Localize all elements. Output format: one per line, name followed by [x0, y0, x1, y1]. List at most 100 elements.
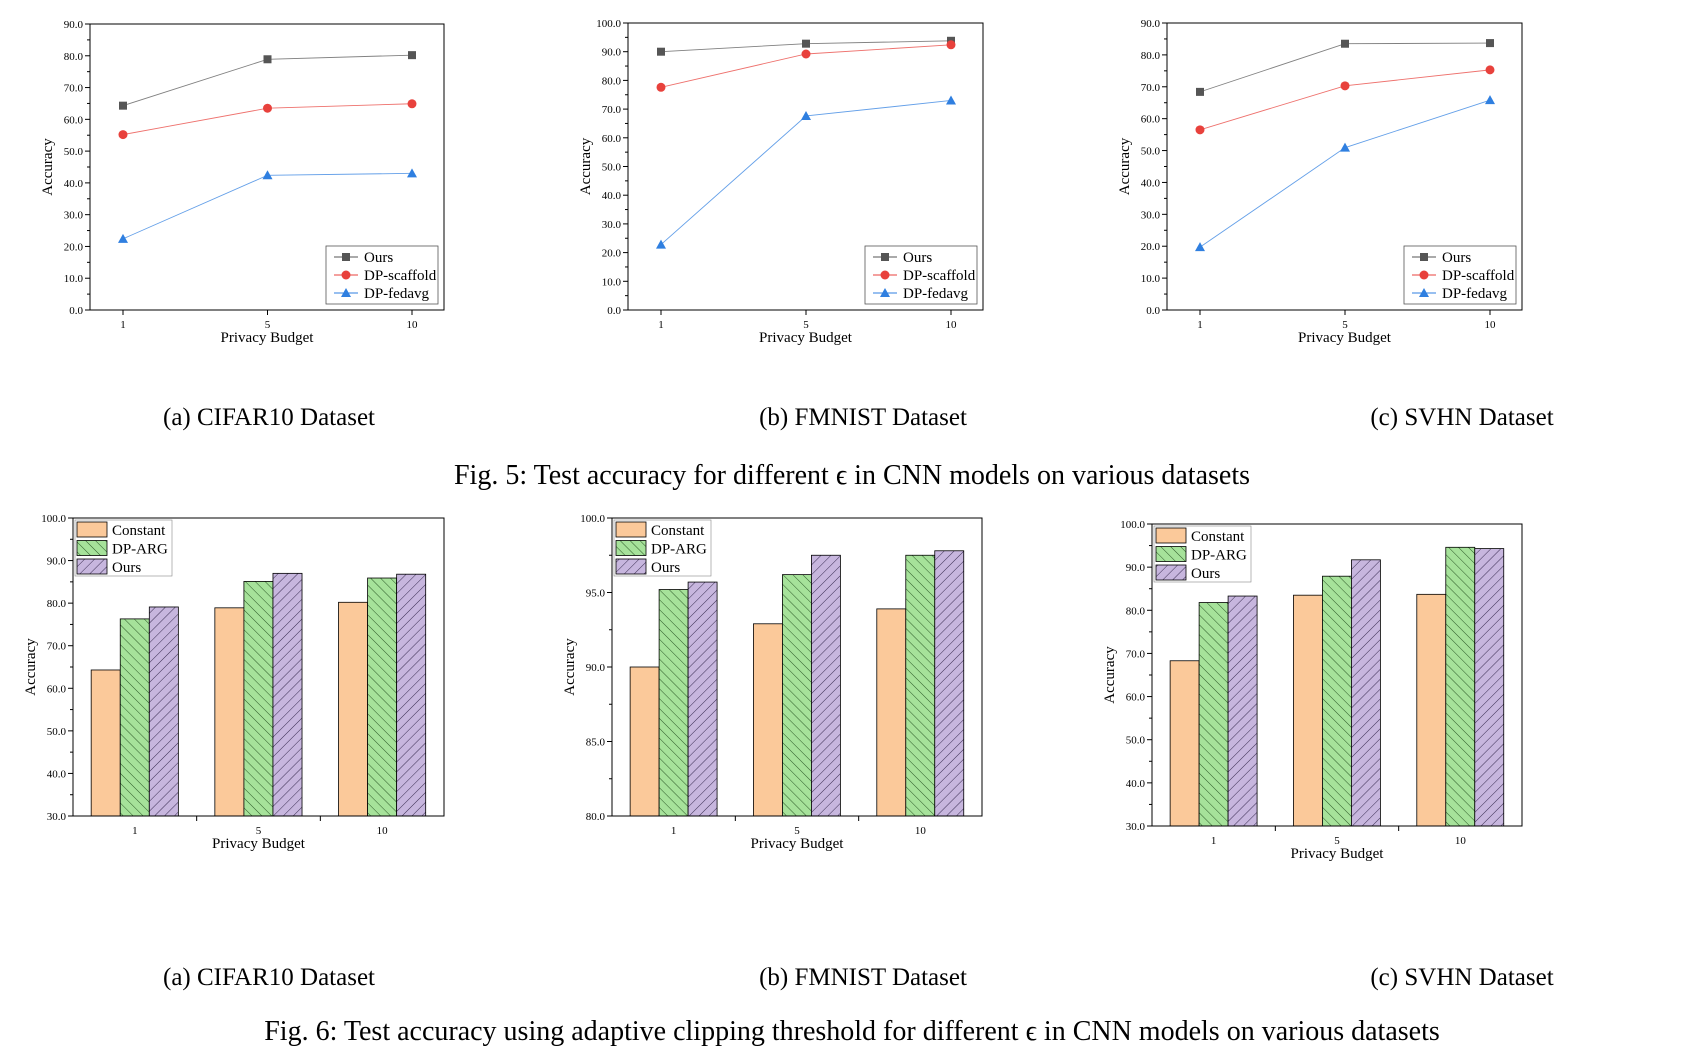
y-tick-label: 40.0 — [602, 190, 622, 202]
y-tick-label: 50.0 — [47, 726, 67, 738]
legend-swatch — [76, 540, 108, 556]
legend-label: Ours — [651, 560, 680, 576]
y-axis-title: Accuracy — [40, 138, 56, 196]
y-tick-label: 50.0 — [64, 146, 84, 158]
y-tick-label: 30.0 — [1141, 209, 1161, 221]
data-point — [263, 55, 272, 64]
legend-swatch — [615, 558, 647, 575]
bar-constant — [1169, 660, 1200, 827]
data-point — [1485, 95, 1495, 105]
legend-marker — [341, 270, 351, 280]
y-tick-label: 70.0 — [1126, 648, 1146, 660]
bar-constant — [753, 623, 783, 817]
y-tick-label: 0.0 — [607, 305, 621, 317]
legend-marker — [341, 288, 351, 297]
legend-marker — [1419, 288, 1429, 297]
bar-dparg — [1198, 602, 1229, 827]
y-tick-label: 70.0 — [1141, 82, 1161, 94]
chart-fig5a: 0.0 10.0 20.0 30.0 40.0 50.0 60.0 70.0 80.0 90.0 A… — [0, 0, 560, 400]
legend-marker — [880, 288, 890, 297]
y-tick-label: 20.0 — [64, 241, 84, 253]
y-tick-label: 70.0 — [64, 83, 84, 95]
data-point — [262, 170, 273, 180]
data-point — [657, 47, 665, 56]
x-tick-label: 10 — [1455, 835, 1467, 847]
x-tick-label: 1 — [1197, 319, 1203, 331]
chart-fig6c: 1 5 10 30.0 40.0 50.0 60.0 70.0 80.0 90.0 100.0 Acc… — [1102, 519, 1523, 862]
y-tick-label: 90.0 — [64, 19, 84, 31]
data-point — [1196, 87, 1204, 96]
y-tick-label: 0.0 — [69, 305, 83, 317]
legend-marker — [1419, 270, 1429, 280]
y-tick-label: 80.0 — [602, 75, 622, 87]
bar-constant — [1416, 593, 1447, 827]
y-axis-title: Accuracy — [1117, 137, 1133, 195]
bar-constant — [214, 607, 245, 817]
x-tick-label: 5 — [256, 825, 262, 837]
data-point — [408, 51, 416, 60]
data-point — [1195, 125, 1205, 135]
x-axis-title: Privacy Budget — [221, 330, 315, 346]
y-tick-label: 50.0 — [1141, 146, 1161, 158]
y-tick-label: 30.0 — [47, 811, 67, 823]
x-axis-title: Privacy Budget — [1291, 846, 1385, 862]
y-tick-label: 40.0 — [1126, 778, 1146, 790]
legend-label: Constant — [651, 523, 705, 539]
data-point — [119, 101, 127, 110]
x-tick-label: 5 — [1342, 319, 1348, 331]
x-axis-title: Privacy Budget — [1298, 330, 1392, 346]
x-tick-label: 5 — [794, 825, 800, 837]
legend-label: Ours — [364, 250, 393, 266]
y-tick-label: 90.0 — [1141, 18, 1161, 30]
y-tick-label: 85.0 — [586, 737, 606, 749]
y-tick-label: 60.0 — [47, 683, 67, 695]
y-tick-label: 60.0 — [1141, 114, 1161, 126]
data-point — [1485, 65, 1495, 75]
y-axis-title: Accuracy — [562, 638, 578, 696]
bar-ours — [396, 573, 427, 817]
y-tick-label: 80.0 — [64, 51, 84, 63]
fig5-subcaption-b: (b) FMNIST Dataset — [759, 404, 967, 431]
bar-ours — [1227, 595, 1258, 827]
x-tick-label: 10 — [946, 319, 958, 331]
bar-dparg — [1445, 546, 1476, 827]
y-tick-label: 70.0 — [602, 104, 622, 116]
chart-fig5b: 0.0 10.0 20.0 30.0 40.0 50.0 60.0 70.0 80.0 90.0 1… — [0, 0, 1150, 400]
legend-swatch — [1155, 546, 1187, 562]
data-point — [1340, 142, 1350, 152]
x-tick-label: 10 — [377, 825, 389, 837]
x-tick-label: 10 — [1485, 319, 1497, 331]
legend-label: Constant — [1191, 529, 1245, 545]
bar-ours — [1474, 548, 1505, 827]
data-point — [1341, 39, 1349, 48]
data-point — [1486, 39, 1494, 48]
y-tick-label: 90.0 — [47, 556, 67, 568]
y-tick-label: 80.0 — [586, 811, 606, 823]
bar-constant — [1293, 594, 1323, 827]
data-point — [407, 99, 417, 109]
legend-label: Ours — [903, 250, 932, 266]
chart-fig6a: 1 5 10 30.0 40.0 50.0 60.0 70.0 80.0 90.0 100.0 Acc… — [0, 0, 560, 960]
bar-dparg — [658, 589, 689, 817]
x-tick-label: 5 — [803, 319, 809, 331]
bar-ours — [811, 554, 841, 817]
bar-dparg — [905, 554, 936, 817]
legend-marker — [881, 253, 889, 261]
legend-swatch — [76, 558, 108, 575]
y-tick-label: 90.0 — [586, 662, 606, 674]
legend-marker — [1420, 253, 1428, 261]
bar-constant — [338, 601, 368, 817]
bar-dparg — [243, 581, 274, 817]
legend-label: DP-scaffold — [903, 268, 976, 284]
data-point — [946, 95, 956, 105]
bar-constant — [876, 608, 907, 817]
legend-label: DP-fedavg — [903, 286, 968, 302]
y-tick-label: 80.0 — [47, 598, 67, 610]
y-axis-title: Accuracy — [578, 137, 594, 195]
y-tick-label: 80.0 — [1141, 50, 1161, 62]
y-tick-label: 10.0 — [64, 273, 84, 285]
bar-constant — [629, 666, 660, 817]
x-tick-label: 5 — [265, 319, 271, 331]
legend-swatch — [76, 521, 108, 538]
legend-swatch — [1155, 527, 1187, 544]
